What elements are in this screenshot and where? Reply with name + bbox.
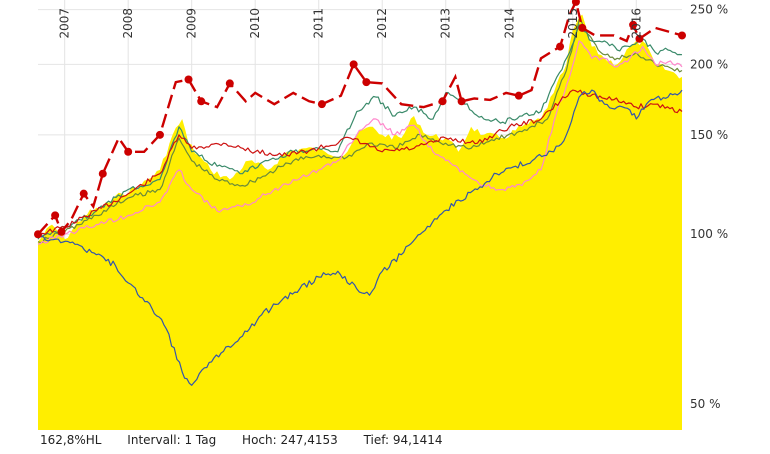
series-line-blue [37,89,683,386]
dashed-marker [678,31,686,40]
series-line-pink [37,40,683,245]
dashed-marker [349,60,358,69]
dashed-marker [155,130,164,139]
dashed-marker [317,100,326,109]
series-area-fill [38,14,682,430]
x-tick-label: 2015 [566,8,580,39]
x-tick-label: 2016 [629,8,643,39]
series-line-olive [37,19,683,244]
dashed-marker [57,227,66,236]
x-tick-label: 2007 [58,8,72,39]
dashed-marker [514,91,523,100]
dashed-marker [225,79,234,88]
y-tick-label: 100 % [690,227,728,241]
series-line-red_line [37,89,683,236]
dashed-marker [124,147,133,156]
y-tick-label: 50 % [690,397,721,411]
dashed-marker [457,97,466,106]
dashed-marker [438,97,447,106]
high-value: Hoch: 247,4153 [242,433,338,447]
x-tick-label: 2010 [248,8,262,39]
label-layer: 2007 2008 2009 2010 2011 2012 2013 2014 2015 2016… [58,3,728,412]
dashed-marker [197,97,206,106]
y-tick-label: 200 % [690,57,728,71]
dashed-marker [34,230,42,239]
dashed-marker [98,169,107,178]
dashed-marker [578,23,587,32]
dashed-marker [571,0,580,6]
dashed-marker [51,211,60,220]
interval-label: Intervall: 1 Tag [127,433,217,447]
y-tick-label: 150 % [690,128,728,142]
dashed-marker [629,20,638,29]
x-tick-label: 2013 [439,8,453,39]
x-tick-label: 2014 [502,8,516,39]
x-tick-label: 2012 [375,8,389,39]
series-line-green [37,24,683,240]
y-tick-label: 250 % [690,3,728,17]
series-layer [34,0,686,430]
chart-footer: 162,8%HL Intervall: 1 Tag Hoch: 247,4153… [40,433,465,451]
dashed-marker [362,78,371,87]
low-value: Tief: 94,1414 [363,433,443,447]
dashed-marker [635,34,644,43]
x-tick-label: 2009 [185,8,199,39]
ratio-value: 162,8%HL [40,433,102,447]
x-tick-label: 2011 [312,8,326,39]
x-tick-label: 2008 [121,8,135,39]
dashed-marker [79,189,88,198]
dashed-marker [184,75,193,84]
dashed-marker [556,42,565,51]
